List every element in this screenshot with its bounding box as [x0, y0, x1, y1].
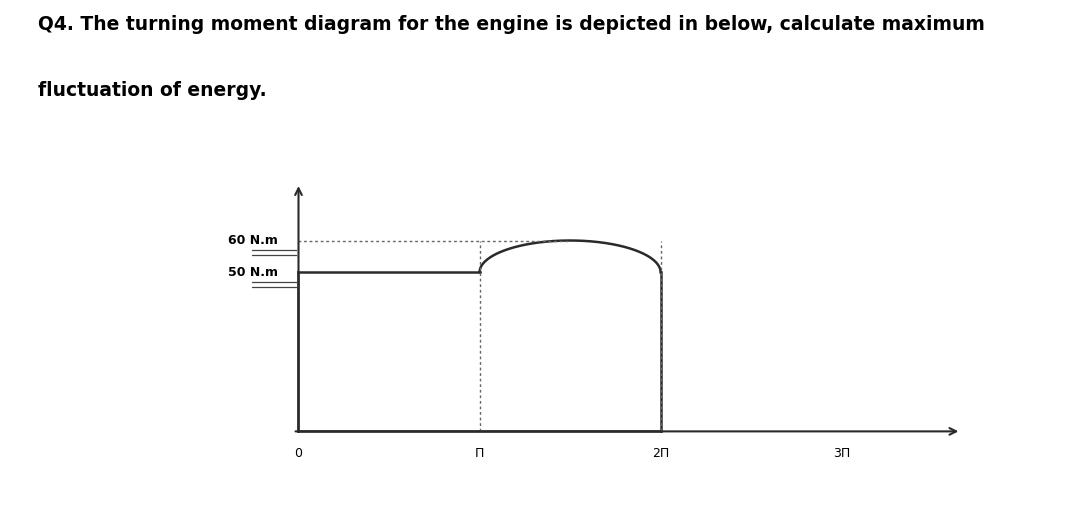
Text: fluctuation of energy.: fluctuation of energy.	[38, 81, 266, 100]
Text: 0: 0	[294, 447, 303, 460]
Text: Π: Π	[475, 447, 484, 460]
Text: 60 N.m: 60 N.m	[229, 234, 278, 247]
Text: 2Π: 2Π	[652, 447, 669, 460]
Text: Q4. The turning moment diagram for the engine is depicted in below, calculate ma: Q4. The turning moment diagram for the e…	[38, 15, 985, 34]
Text: 50 N.m: 50 N.m	[229, 266, 278, 279]
Text: 3Π: 3Π	[833, 447, 851, 460]
